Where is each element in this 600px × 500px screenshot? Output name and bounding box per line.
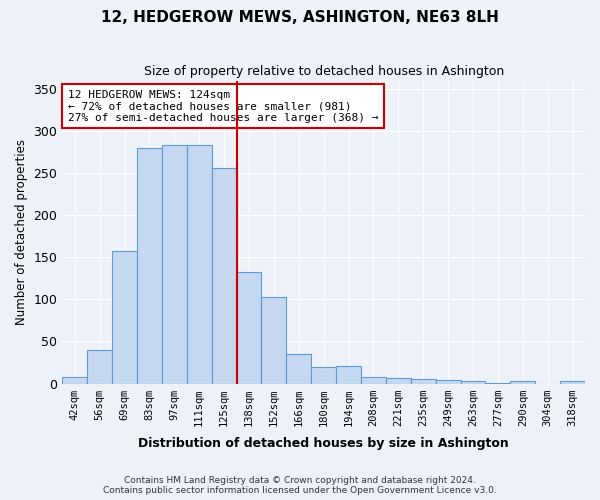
- Bar: [436, 380, 461, 384]
- Bar: [236, 272, 262, 384]
- Bar: [311, 366, 336, 384]
- Bar: [62, 377, 87, 384]
- Bar: [386, 378, 411, 384]
- Bar: [162, 146, 187, 384]
- Bar: [286, 354, 311, 384]
- Bar: [560, 381, 585, 384]
- Text: 12, HEDGEROW MEWS, ASHINGTON, NE63 8LH: 12, HEDGEROW MEWS, ASHINGTON, NE63 8LH: [101, 10, 499, 25]
- X-axis label: Distribution of detached houses by size in Ashington: Distribution of detached houses by size …: [138, 437, 509, 450]
- Bar: [411, 380, 436, 384]
- Bar: [336, 366, 361, 384]
- Bar: [187, 146, 212, 384]
- Bar: [137, 148, 162, 384]
- Bar: [461, 381, 485, 384]
- Bar: [212, 168, 236, 384]
- Bar: [361, 377, 386, 384]
- Bar: [112, 252, 137, 384]
- Bar: [87, 350, 112, 384]
- Bar: [262, 297, 286, 384]
- Bar: [485, 382, 511, 384]
- Text: 12 HEDGEROW MEWS: 124sqm
← 72% of detached houses are smaller (981)
27% of semi-: 12 HEDGEROW MEWS: 124sqm ← 72% of detach…: [68, 90, 378, 123]
- Y-axis label: Number of detached properties: Number of detached properties: [15, 139, 28, 325]
- Title: Size of property relative to detached houses in Ashington: Size of property relative to detached ho…: [143, 65, 504, 78]
- Bar: [511, 381, 535, 384]
- Text: Contains HM Land Registry data © Crown copyright and database right 2024.
Contai: Contains HM Land Registry data © Crown c…: [103, 476, 497, 495]
